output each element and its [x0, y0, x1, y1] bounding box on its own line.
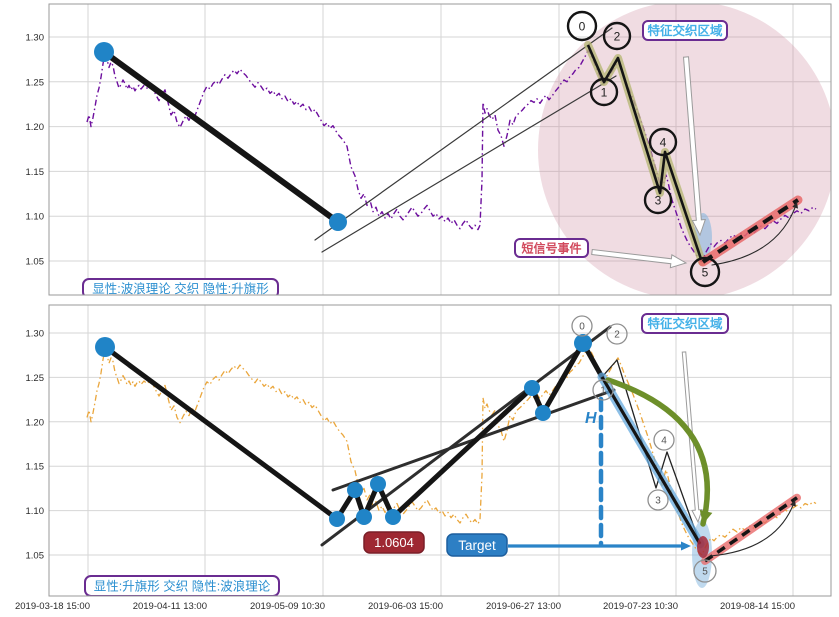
- hidden-wave-path: [601, 359, 701, 545]
- wave-path: [586, 44, 704, 263]
- y-tick-label: 1.10: [26, 212, 45, 223]
- plot-border: [48, 304, 832, 597]
- impulse-line: [101, 48, 341, 226]
- svg-text:1: 1: [600, 386, 606, 397]
- y-tick-label: 1.30: [26, 329, 45, 340]
- wave-label-2: 2: [606, 323, 628, 345]
- drop-path: [600, 376, 702, 545]
- svg-text:0: 0: [579, 19, 586, 33]
- channel-upper-line: [314, 27, 613, 241]
- projection-arc-arrow: [709, 499, 796, 557]
- svg-text:5: 5: [702, 567, 708, 578]
- x-tick-label: 2019-05-09 10:30: [250, 601, 325, 612]
- flag-dot: [347, 481, 363, 498]
- pattern-caption-top: 显性:波浪理论 交织 隐性:升旗形: [82, 278, 279, 296]
- svg-text:0: 0: [579, 322, 585, 333]
- svg-text:特征交织区域: 特征交织区域: [647, 316, 723, 331]
- wave-label-3: 3: [643, 185, 673, 215]
- svg-text:1: 1: [601, 85, 608, 99]
- wave-label-0: 0: [566, 10, 598, 42]
- target-label: Target: [446, 533, 508, 557]
- projection-dashed-line: [704, 496, 798, 563]
- channel-lower-line: [321, 75, 617, 253]
- svg-text:2: 2: [614, 330, 620, 341]
- svg-text:Target: Target: [458, 538, 496, 553]
- price-level-label: 1.0604: [363, 531, 425, 554]
- y-tick-label: 1.15: [26, 462, 45, 473]
- y-tick-label: 1.30: [26, 33, 45, 44]
- target-hit-ellipse: [697, 536, 709, 558]
- svg-text:显性:升旗形 交织 隐性:波浪理论: 显性:升旗形 交织 隐性:波浪理论: [94, 579, 271, 594]
- plot-border: [48, 3, 832, 296]
- feature-zone-label: 特征交织区域: [641, 313, 729, 334]
- wave-label-5: 5: [693, 559, 717, 583]
- measure-H-label: H: [585, 410, 597, 427]
- wave1-to-5-green-arrow: [605, 377, 713, 527]
- flag-dot: [574, 334, 592, 353]
- x-tick-label: 2019-06-27 13:00: [486, 601, 561, 612]
- pivot-dot-high: [94, 41, 114, 62]
- svg-text:2: 2: [614, 29, 621, 43]
- flag-dot: [535, 405, 551, 422]
- y-tick-label: 1.20: [26, 417, 45, 428]
- x-tick-label: 2019-04-11 13:00: [133, 601, 207, 612]
- svg-text:短信号事件: 短信号事件: [521, 240, 581, 255]
- y-tick-label: 1.25: [26, 77, 45, 88]
- price-series: [86, 49, 817, 262]
- wave-label-2: 2: [602, 21, 632, 51]
- y-tick-label: 1.10: [26, 506, 45, 517]
- y-tick-label: 1.05: [26, 257, 45, 268]
- wave-label-4: 4: [648, 127, 678, 157]
- svg-text:4: 4: [660, 135, 667, 149]
- flag-dot: [95, 337, 115, 358]
- wave-label-5: 5: [689, 256, 721, 288]
- price-series: [86, 345, 817, 556]
- wave-label-4: 4: [653, 429, 675, 451]
- wave-label-1: 1: [592, 379, 614, 401]
- svg-text:4: 4: [661, 436, 667, 447]
- short-signal-label: 短信号事件: [514, 238, 589, 258]
- x-tick-label: 2019-03-18 15:00: [15, 601, 90, 612]
- projection-arc-arrow: [711, 201, 799, 266]
- y-tick-label: 1.15: [26, 167, 45, 178]
- wave-label-1: 1: [589, 77, 619, 107]
- pivot-dot-low: [329, 213, 347, 232]
- pattern-caption-bottom: 显性:升旗形 交织 隐性:波浪理论: [84, 575, 280, 596]
- wave-label-0: 0: [571, 315, 593, 337]
- y-tick-label: 1.05: [26, 551, 45, 562]
- svg-text:特征交织区域: 特征交织区域: [647, 23, 723, 38]
- svg-text:显性:波浪理论 交织 隐性:升旗形: 显性:波浪理论 交织 隐性:升旗形: [92, 281, 269, 296]
- x-tick-label: 2019-06-03 15:00: [368, 601, 443, 612]
- flag-dot: [524, 379, 540, 396]
- flag-dot: [356, 508, 372, 525]
- svg-text:1.0604: 1.0604: [374, 535, 414, 550]
- feature-zone-label: 特征交织区域: [642, 20, 728, 41]
- flag-dot: [329, 510, 345, 527]
- signal-pointer-arrow: [591, 248, 688, 269]
- target-arrow: [508, 541, 691, 551]
- x-tick-label: 2019-08-14 15:00: [720, 601, 795, 612]
- y-tick-label: 1.25: [26, 373, 45, 384]
- flag-dot: [385, 508, 401, 525]
- flag-dot: [370, 475, 386, 492]
- flag-zigzag: [102, 340, 605, 522]
- wave-label-3: 3: [647, 489, 669, 511]
- svg-text:3: 3: [655, 193, 662, 207]
- svg-text:3: 3: [655, 496, 661, 507]
- x-tick-label: 2019-07-23 10:30: [603, 601, 678, 612]
- y-tick-label: 1.20: [26, 122, 45, 133]
- svg-text:5: 5: [702, 265, 709, 279]
- projection-dashed-line: [701, 198, 800, 264]
- zone-pointer-arrow: [682, 56, 707, 237]
